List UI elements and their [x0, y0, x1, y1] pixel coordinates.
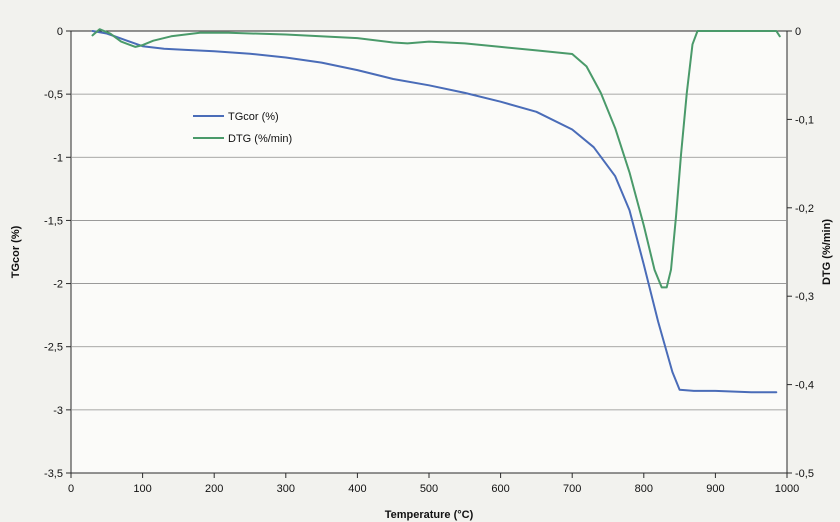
y-right-tick-label: -0,2 [795, 203, 814, 215]
y-left-tick-label: -0,5 [44, 89, 63, 101]
y-right-tick-label: -0,5 [795, 468, 814, 480]
x-tick-label: 700 [563, 483, 581, 495]
y-right-tick-label: -0,4 [795, 380, 814, 392]
x-tick-label: 800 [635, 483, 653, 495]
x-tick-label: 600 [491, 483, 509, 495]
legend-label-dtg: DTG (%/min) [228, 133, 292, 145]
x-tick-label: 1000 [775, 483, 799, 495]
plot-area [70, 30, 788, 474]
y-left-tick-label: 0 [57, 26, 63, 38]
y-right-tick-label: 0 [795, 26, 801, 38]
y-left-tick-label: -3 [53, 405, 63, 417]
y-left-tick-label: -2 [53, 279, 63, 291]
y-right-tick-label: -0,1 [795, 114, 814, 126]
y-left-tick-label: -1,5 [44, 215, 63, 227]
x-tick-label: 200 [205, 483, 223, 495]
x-tick-label: 100 [133, 483, 151, 495]
series-line-dtg [91, 28, 781, 289]
legend: TGcor (%) DTG (%/min) [183, 100, 309, 152]
legend-label-tgcor: TGcor (%) [228, 111, 279, 123]
x-tick-label: 0 [68, 483, 74, 495]
x-tick-label: 500 [420, 483, 438, 495]
x-tick-label: 900 [706, 483, 724, 495]
series-lines [91, 28, 781, 394]
series-line-tgcor [91, 30, 778, 394]
y-axis-right-title: DTG (%/min) [821, 219, 833, 285]
y-left-tick-label: -1 [53, 152, 63, 164]
tick-labels: 0 -0,5 -1 -1,5 -2 -2,5 -3 -3,5 0 -0,1 -0,2 -0,3 -0,4… [44, 26, 814, 495]
grid-lines [71, 93, 787, 411]
x-tick-label: 300 [277, 483, 295, 495]
y-left-tick-label: -3,5 [44, 468, 63, 480]
x-tick-label: 400 [348, 483, 366, 495]
y-left-tick-label: -2,5 [44, 342, 63, 354]
x-axis-title: Temperature (°C) [385, 509, 474, 521]
y-right-tick-label: -0,3 [795, 291, 814, 303]
y-axis-left-title: TGcor (%) [10, 225, 22, 278]
legend-box [183, 100, 309, 152]
